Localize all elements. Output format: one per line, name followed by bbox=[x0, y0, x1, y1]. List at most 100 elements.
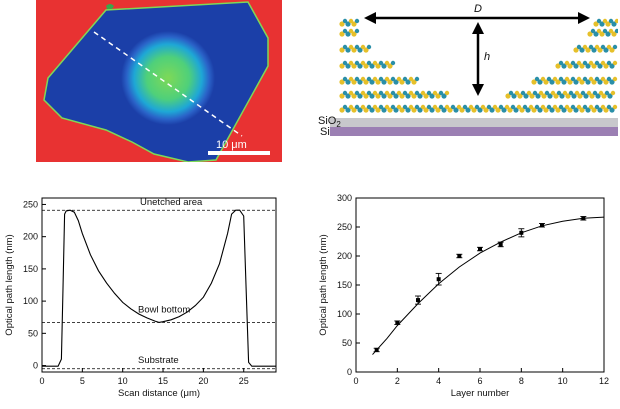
data-point bbox=[478, 247, 482, 252]
molecule-dot bbox=[360, 104, 366, 110]
molecule-dot bbox=[516, 104, 522, 110]
molecule-dot bbox=[357, 47, 363, 53]
molecule-dot bbox=[605, 21, 611, 27]
molecule-dot bbox=[570, 60, 576, 66]
molecule-dot bbox=[561, 63, 567, 69]
molecule-dot bbox=[535, 93, 541, 99]
molecule-dot bbox=[414, 76, 420, 82]
sio2-layer bbox=[330, 118, 618, 127]
molecule-dot bbox=[399, 79, 405, 85]
molecule-dot bbox=[609, 47, 615, 53]
data-point bbox=[519, 230, 524, 235]
optical-map-panel: 10 μm bbox=[36, 0, 282, 163]
molecule-dot bbox=[609, 63, 615, 69]
molecule-dot bbox=[384, 76, 390, 82]
molecule-dot bbox=[402, 104, 408, 110]
molecule-dot bbox=[612, 104, 618, 110]
molecule-dot bbox=[564, 76, 570, 82]
y-tick-label: 100 bbox=[337, 309, 352, 319]
molecule-dot bbox=[600, 44, 606, 50]
molecule-dot bbox=[505, 93, 511, 99]
molecule-dot bbox=[611, 31, 617, 37]
molecule-dot bbox=[354, 28, 360, 34]
molecule-dot bbox=[351, 31, 357, 37]
molecule-dot bbox=[543, 107, 549, 113]
molecule-dot bbox=[342, 44, 348, 50]
molecule-dot bbox=[510, 104, 516, 110]
y-tick-label: 50 bbox=[342, 338, 352, 348]
molecule-dot bbox=[360, 90, 366, 96]
data-point bbox=[457, 254, 462, 258]
molecule-dot bbox=[381, 63, 387, 69]
molecule-dot bbox=[546, 104, 552, 110]
molecule-dot bbox=[339, 31, 345, 37]
molecule-dot bbox=[396, 90, 402, 96]
molecule-dot bbox=[598, 90, 604, 96]
molecule-dot bbox=[405, 107, 411, 113]
molecule-dot bbox=[588, 76, 594, 82]
molecule-dot bbox=[513, 107, 519, 113]
molecule-dot bbox=[558, 104, 564, 110]
data-point bbox=[581, 216, 586, 221]
molecule-dot bbox=[429, 107, 435, 113]
diameter-label: D bbox=[474, 3, 482, 15]
molecule-dot bbox=[378, 104, 384, 110]
molecule-dot bbox=[444, 104, 450, 110]
molecule-dot bbox=[610, 90, 616, 96]
molecule-dot bbox=[587, 31, 593, 37]
molecule-dot bbox=[426, 104, 432, 110]
reference-line-label: Bowl bottom bbox=[138, 304, 190, 315]
molecule-dot bbox=[594, 60, 600, 66]
molecule-dot bbox=[387, 63, 393, 69]
molecule-dot bbox=[417, 93, 423, 99]
y-tick-label: 150 bbox=[337, 280, 352, 290]
bowl-region bbox=[121, 31, 215, 125]
molecule-dot bbox=[555, 107, 561, 113]
molecule-dot bbox=[552, 76, 558, 82]
molecule-dot bbox=[606, 104, 612, 110]
molecule-dot bbox=[561, 79, 567, 85]
molecule-dot bbox=[514, 90, 520, 96]
molecule-dot bbox=[345, 93, 351, 99]
molecule-dot bbox=[609, 107, 615, 113]
molecule-layers bbox=[339, 18, 620, 113]
molecule-dot bbox=[612, 60, 618, 66]
molecule-dot bbox=[366, 90, 372, 96]
y-axis-label: Optical path length (nm) bbox=[318, 234, 329, 335]
y-tick-label: 250 bbox=[337, 222, 352, 232]
molecule-dot bbox=[342, 90, 348, 96]
scale-bar bbox=[208, 151, 270, 155]
y-tick-label: 50 bbox=[28, 328, 38, 338]
x-tick-label: 0 bbox=[39, 376, 44, 386]
molecule-dot bbox=[372, 60, 378, 66]
molecule-dot bbox=[348, 90, 354, 96]
molecule-dot bbox=[354, 76, 360, 82]
molecule-dot bbox=[562, 90, 568, 96]
molecule-dot bbox=[574, 90, 580, 96]
molecule-dot bbox=[541, 93, 547, 99]
molecule-dot bbox=[462, 104, 468, 110]
molecule-dot bbox=[447, 107, 453, 113]
molecule-dot bbox=[342, 60, 348, 66]
molecule-dot bbox=[339, 93, 345, 99]
molecule-dot bbox=[456, 104, 462, 110]
molecule-dot bbox=[387, 107, 393, 113]
molecule-dot bbox=[414, 90, 420, 96]
molecule-dot bbox=[450, 104, 456, 110]
molecule-dot bbox=[375, 63, 381, 69]
molecule-dot bbox=[570, 76, 576, 82]
molecule-dot bbox=[585, 107, 591, 113]
data-point bbox=[416, 298, 420, 303]
data-point bbox=[374, 347, 379, 352]
molecule-dot bbox=[348, 18, 354, 24]
molecule-dot bbox=[369, 93, 375, 99]
molecule-dot bbox=[556, 90, 562, 96]
molecule-dot bbox=[608, 28, 614, 34]
molecule-dot bbox=[608, 18, 614, 24]
molecule-dot bbox=[507, 107, 513, 113]
scale-bar-label: 10 μm bbox=[216, 139, 247, 151]
molecule-dot bbox=[351, 21, 357, 27]
molecule-dot bbox=[483, 107, 489, 113]
molecule-dot bbox=[582, 76, 588, 82]
